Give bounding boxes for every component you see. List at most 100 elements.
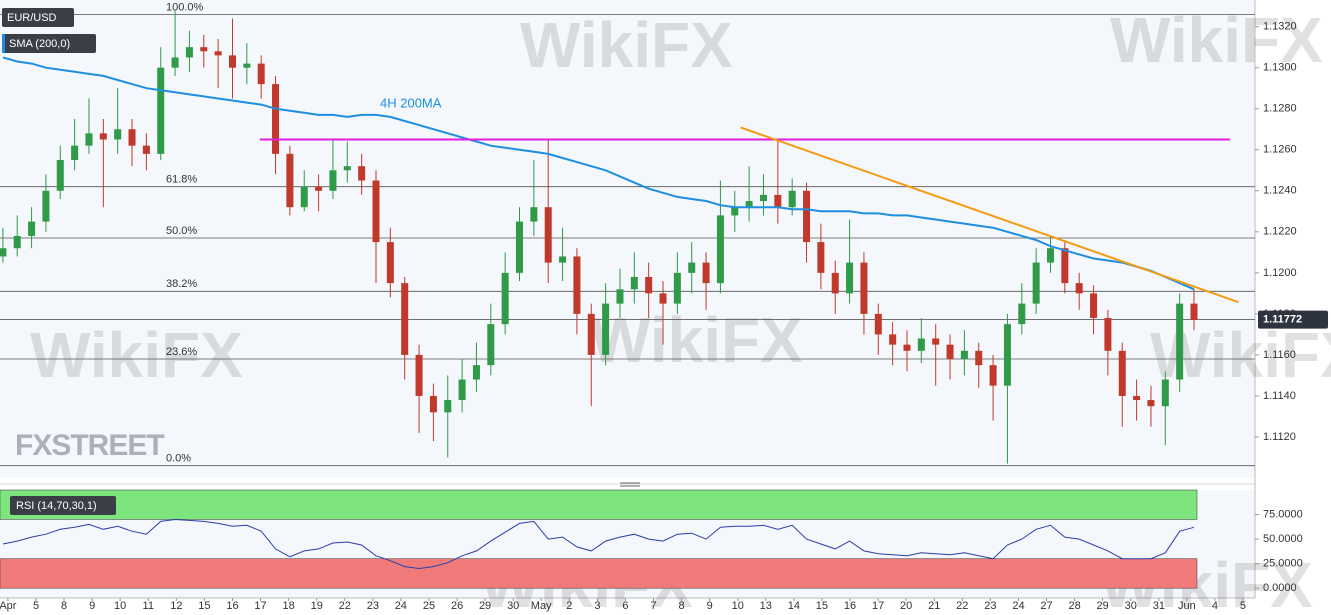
candle-body — [530, 207, 538, 222]
candle-body — [429, 395, 437, 413]
x-tick-label: 24 — [1012, 600, 1024, 612]
x-tick-label: 17 — [254, 600, 266, 612]
x-tick-label: 31 — [1153, 600, 1165, 612]
candle-body — [401, 283, 409, 355]
candle-body — [573, 256, 581, 314]
y-tick-label: 50.0000 — [1263, 533, 1303, 545]
y-tick-label: 1.1320 — [1263, 21, 1297, 33]
y-tick-label: 1.1240 — [1263, 185, 1297, 197]
x-tick-label: 18 — [282, 600, 294, 612]
candle-body — [99, 133, 107, 140]
candle-body — [559, 256, 567, 263]
candle-body — [716, 215, 724, 284]
title-box — [2, 8, 74, 27]
candle-body — [214, 51, 222, 56]
candle-body — [846, 262, 854, 294]
candle-body — [889, 334, 897, 345]
main-panel — [0, 0, 1255, 478]
fib-label: 38.2% — [166, 278, 197, 290]
x-tick-label: 3 — [594, 600, 600, 612]
x-tick-label: 21 — [928, 600, 940, 612]
x-tick-label: 22 — [339, 600, 351, 612]
rsi-title: RSI (14,70,30,1) — [16, 500, 97, 512]
x-tick-label: Jun — [1178, 600, 1196, 612]
candle-body — [1075, 283, 1083, 294]
candle-body — [1061, 248, 1069, 284]
candle-body — [917, 338, 925, 351]
x-tick-label: 17 — [872, 600, 884, 612]
candle-body — [42, 190, 50, 222]
candle-body — [788, 190, 796, 208]
watermark: WikiFX — [30, 319, 243, 391]
legend-swatch — [2, 34, 5, 53]
x-tick-label: 10 — [114, 600, 126, 612]
resize-handle[interactable] — [620, 482, 640, 487]
candle-body — [1104, 317, 1112, 351]
x-tick-label: 9 — [89, 600, 95, 612]
rsi-title-box — [10, 496, 116, 515]
candle-body — [300, 186, 308, 208]
fib-label: 50.0% — [166, 225, 197, 237]
candle-body — [774, 194, 782, 208]
candle-body — [13, 235, 21, 249]
candle-body — [587, 313, 595, 355]
legend-entry: SMA (200,0) — [9, 38, 70, 50]
y-tick-label: 0.0000 — [1263, 582, 1297, 594]
candle-body — [932, 338, 940, 345]
candle-body — [1018, 303, 1026, 325]
candle-body — [1032, 262, 1040, 304]
chart-title: EUR/USD — [7, 12, 57, 24]
candle-body — [602, 303, 610, 355]
x-tick-label: Apr — [0, 600, 17, 612]
rsi-band — [0, 558, 1198, 589]
x-tick-label: 24 — [395, 600, 407, 612]
candle-body — [745, 201, 753, 208]
candle-body — [458, 379, 466, 401]
rsi-band — [0, 489, 1198, 520]
candle-body — [688, 262, 696, 273]
x-tick-label: 5 — [33, 600, 39, 612]
candle-body — [272, 84, 280, 154]
x-tick-label: 4 — [1212, 600, 1218, 612]
y-tick-label: 25.0000 — [1263, 558, 1303, 570]
x-tick-label: 10 — [732, 600, 744, 612]
x-tick-label: 30 — [1125, 600, 1137, 612]
x-tick-label: 12 — [170, 600, 182, 612]
x-tick-label: 29 — [479, 600, 491, 612]
x-tick-label: 8 — [678, 600, 684, 612]
x-tick-label: 20 — [900, 600, 912, 612]
annotation: 4H 200MA — [380, 95, 442, 110]
candle-body — [702, 262, 710, 284]
candle-body — [1190, 303, 1198, 321]
candle-body — [56, 160, 64, 191]
rsi-line — [2, 518, 1195, 570]
x-tick-label: 15 — [816, 600, 828, 612]
x-tick-label: 25 — [423, 600, 435, 612]
x-tick-label: 26 — [451, 600, 463, 612]
x-tick-label: 27 — [1040, 600, 1052, 612]
fib-label: 0.0% — [166, 453, 191, 465]
watermark: WikiFX — [1110, 4, 1323, 76]
candle-body — [286, 153, 294, 208]
x-tick-label: 22 — [956, 600, 968, 612]
candle-body — [659, 293, 667, 304]
x-tick-label: 23 — [367, 600, 379, 612]
x-tick-label: 8 — [61, 600, 67, 612]
candle-body — [989, 365, 997, 386]
x-tick-label: 9 — [707, 600, 713, 612]
candle-body — [731, 207, 739, 216]
y-tick-label: 75.0000 — [1263, 508, 1303, 520]
watermark: WikiFX — [590, 304, 803, 376]
candle-body — [1133, 395, 1141, 401]
candle-body — [142, 145, 150, 154]
candle-body — [329, 170, 337, 191]
candle-body — [759, 194, 767, 202]
candle-body — [85, 133, 93, 146]
candle-body — [71, 145, 79, 161]
candle-body — [616, 289, 624, 304]
x-tick-label: 14 — [788, 600, 800, 612]
x-tick-label: 15 — [198, 600, 210, 612]
x-tick-label: 23 — [984, 600, 996, 612]
y-tick-label: 1.1160 — [1263, 349, 1296, 361]
